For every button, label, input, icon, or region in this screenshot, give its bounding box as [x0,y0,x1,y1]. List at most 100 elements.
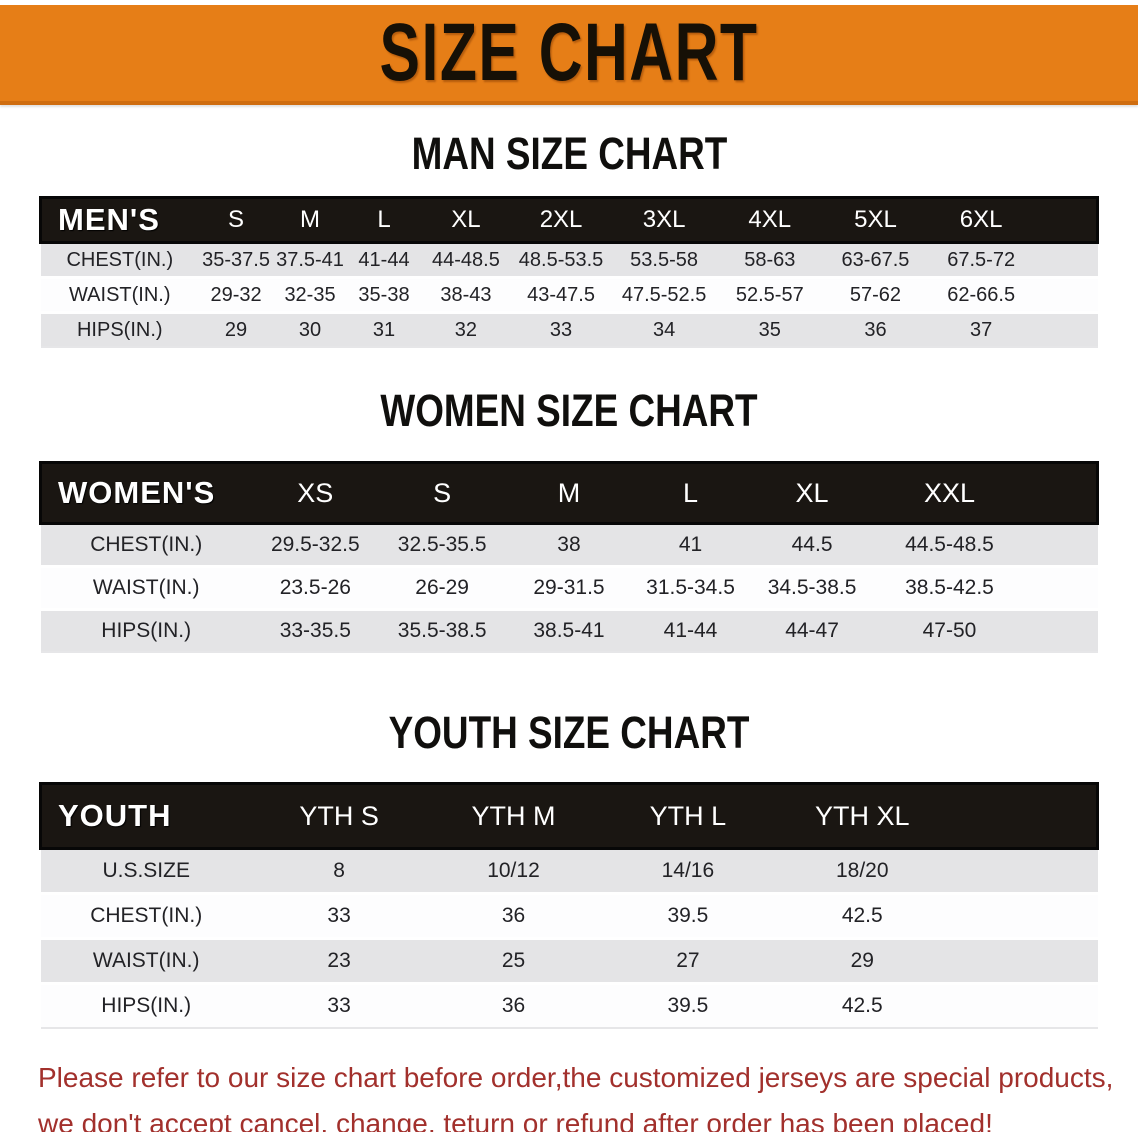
table-cell: 29 [199,311,274,348]
column-header: YTH XL [775,782,950,850]
table-cell: 10/12 [426,847,601,894]
row-spacer [1034,276,1098,313]
table-cell: 36 [426,892,601,939]
column-header: YTH L [600,782,776,850]
table-cell: 63-67.5 [822,241,929,278]
table-cell: 38 [505,522,633,567]
row-spacer [1023,565,1098,610]
row-spacer [1023,608,1098,653]
table-cell: 23.5-26 [251,565,379,610]
table-cell: 44.5-48.5 [875,522,1024,567]
table-cell: 62-66.5 [928,276,1034,313]
column-header: XXL [875,461,1024,525]
table-cell: 41-44 [632,608,749,653]
column-header: S [378,461,506,525]
column-header: L [632,461,749,525]
row-spacer [1034,241,1098,278]
table-cell: 18/20 [775,847,950,894]
table-cell: 31 [347,311,421,348]
youth-section-title: YOUTH SIZE CHART [0,710,1138,755]
column-header: S [199,196,274,244]
youth-header-label: YOUTH [38,782,252,850]
men-header-label: MEN'S [39,196,200,244]
column-header: 3XL [611,196,717,244]
men-section-title-text: MAN SIZE CHART [411,128,727,179]
table-cell: 52.5-57 [716,276,823,313]
table-row: CHEST(IN.) 33 36 39.5 42.5 [40,892,1098,939]
row-spacer [1034,311,1098,348]
table-row: CHEST(IN.) 29.5-32.5 32.5-35.5 38 41 44.5 44.5… [40,522,1098,567]
column-header: 2XL [510,196,612,244]
disclaimer-line-1: Please refer to our size chart before or… [38,1062,1114,1093]
table-cell: 36 [822,311,929,348]
row-label: HIPS(IN.) [40,608,252,653]
men-size-table: MEN'S S M L XL 2XL 3XL 4XL 5XL 6XL CHEST(IN.) 35-37… [39,196,1099,348]
table-cell: 35.5-38.5 [378,608,506,653]
row-label: CHEST(IN.) [40,522,252,567]
table-cell: 8 [251,847,427,894]
column-header: M [505,461,633,525]
table-cell: 37 [928,311,1034,348]
column-header: YTH S [251,782,427,850]
row-label: HIPS(IN.) [40,982,252,1029]
column-header: L [347,196,421,244]
women-size-table-container: WOMEN'S XS S M L XL XXL CHEST(IN.) 29.5-32.5 32.5… [38,461,1100,653]
table-cell: 58-63 [716,241,823,278]
table-cell: 29-31.5 [505,565,633,610]
table-cell: 23 [251,937,427,984]
table-cell: 35 [716,311,823,348]
table-cell: 27 [600,937,776,984]
table-cell: 44-48.5 [421,241,511,278]
column-header: XL [421,196,511,244]
row-spacer [949,847,1098,894]
table-cell: 35-37.5 [199,241,274,278]
column-header: M [273,196,348,244]
column-header: 4XL [716,196,823,244]
table-row: CHEST(IN.) 35-37.5 37.5-41 41-44 44-48.5 48.5… [40,241,1098,278]
column-header: XL [748,461,876,525]
table-cell: 57-62 [822,276,929,313]
row-spacer [949,892,1098,939]
table-cell: 29-32 [199,276,274,313]
column-header: 5XL [822,196,929,244]
table-cell: 33 [251,982,427,1029]
table-cell: 33 [510,311,612,348]
table-cell: 36 [426,982,601,1029]
row-label: WAIST(IN.) [40,937,252,984]
row-spacer [949,982,1098,1029]
column-header: XS [251,461,379,525]
table-row: HIPS(IN.) 29 30 31 32 33 34 35 36 37 [40,311,1098,348]
table-cell: 25 [426,937,601,984]
header-spacer [1034,196,1099,244]
table-cell: 53.5-58 [611,241,717,278]
table-cell: 26-29 [378,565,506,610]
table-cell: 37.5-41 [273,241,348,278]
table-cell: 38-43 [421,276,511,313]
table-cell: 38.5-42.5 [875,565,1024,610]
row-label: CHEST(IN.) [40,241,200,278]
women-section-title-text: WOMEN SIZE CHART [380,385,758,436]
row-label: CHEST(IN.) [40,892,252,939]
table-row: U.S.SIZE 8 10/12 14/16 18/20 [40,847,1098,894]
table-cell: 39.5 [600,982,776,1029]
row-label: HIPS(IN.) [40,311,200,348]
table-cell: 44-47 [748,608,876,653]
table-cell: 34.5-38.5 [748,565,876,610]
table-cell: 34 [611,311,717,348]
women-size-table: WOMEN'S XS S M L XL XXL CHEST(IN.) 29.5-32.5 32.5… [38,461,1100,653]
table-row: HIPS(IN.) 33-35.5 35.5-38.5 38.5-41 41-44 44-… [40,608,1098,653]
table-cell: 41 [632,522,749,567]
header-row: YOUTH YTH S YTH M YTH L YTH XL [38,782,1100,850]
table-cell: 43-47.5 [510,276,612,313]
row-spacer [1023,522,1098,567]
banner-title: SIZE CHART [379,7,759,98]
table-cell: 14/16 [600,847,776,894]
youth-section-title-text: YOUTH SIZE CHART [388,707,750,758]
row-spacer [949,937,1098,984]
header-spacer [949,782,1100,850]
table-cell: 67.5-72 [928,241,1034,278]
table-cell: 29 [775,937,950,984]
size-chart-banner: SIZE CHART [0,5,1138,105]
header-spacer [1023,461,1100,525]
table-row: WAIST(IN.) 23 25 27 29 [40,937,1098,984]
